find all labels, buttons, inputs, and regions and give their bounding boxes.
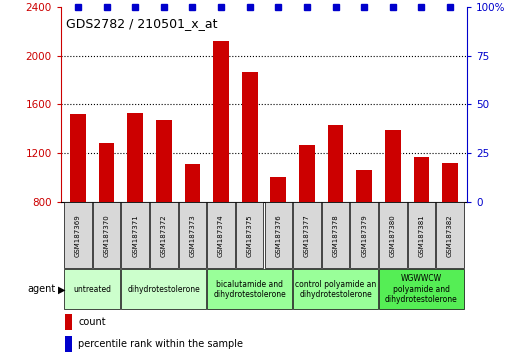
Text: agent: agent	[27, 284, 55, 295]
FancyBboxPatch shape	[64, 202, 92, 268]
Bar	[65, 336, 72, 352]
Text: GSM187372: GSM187372	[161, 214, 167, 257]
FancyBboxPatch shape	[265, 202, 292, 268]
Bar	[213, 41, 229, 299]
Bar	[270, 177, 286, 299]
Bar	[127, 113, 143, 299]
Bar	[242, 72, 258, 299]
Bar	[185, 164, 200, 299]
Text: WGWWCW
polyamide and
dihydrotestolerone: WGWWCW polyamide and dihydrotestolerone	[385, 274, 458, 304]
FancyBboxPatch shape	[236, 202, 263, 268]
Text: untreated: untreated	[73, 285, 111, 294]
Text: GSM187381: GSM187381	[419, 214, 425, 257]
Text: GSM187382: GSM187382	[447, 214, 453, 257]
Bar	[99, 143, 115, 299]
Bar	[413, 157, 429, 299]
FancyBboxPatch shape	[121, 269, 206, 309]
Text: GSM187376: GSM187376	[275, 214, 281, 257]
Text: count: count	[78, 317, 106, 327]
FancyBboxPatch shape	[208, 202, 235, 268]
FancyBboxPatch shape	[379, 202, 407, 268]
Bar	[442, 163, 458, 299]
Text: GSM187371: GSM187371	[132, 214, 138, 257]
Bar	[385, 130, 401, 299]
FancyBboxPatch shape	[121, 202, 149, 268]
Text: GSM187377: GSM187377	[304, 214, 310, 257]
FancyBboxPatch shape	[408, 202, 435, 268]
Text: GSM187373: GSM187373	[190, 214, 195, 257]
Text: control polyamide an
dihydrotestolerone: control polyamide an dihydrotestolerone	[295, 280, 376, 299]
Bar	[328, 125, 343, 299]
Text: GSM187378: GSM187378	[333, 214, 338, 257]
FancyBboxPatch shape	[322, 202, 350, 268]
Text: GSM187380: GSM187380	[390, 214, 396, 257]
Text: percentile rank within the sample: percentile rank within the sample	[78, 339, 243, 349]
Text: dihydrotestolerone: dihydrotestolerone	[127, 285, 200, 294]
Text: GSM187379: GSM187379	[361, 214, 367, 257]
FancyBboxPatch shape	[208, 269, 292, 309]
FancyBboxPatch shape	[93, 202, 120, 268]
FancyBboxPatch shape	[379, 269, 464, 309]
Bar	[156, 120, 172, 299]
FancyBboxPatch shape	[293, 269, 378, 309]
FancyBboxPatch shape	[436, 202, 464, 268]
FancyBboxPatch shape	[351, 202, 378, 268]
FancyBboxPatch shape	[178, 202, 206, 268]
Text: bicalutamide and
dihydrotestolerone: bicalutamide and dihydrotestolerone	[213, 280, 286, 299]
Text: ▶: ▶	[58, 284, 65, 295]
Text: GDS2782 / 210501_x_at: GDS2782 / 210501_x_at	[66, 17, 218, 29]
Text: GSM187375: GSM187375	[247, 214, 253, 257]
Bar	[65, 314, 72, 330]
FancyBboxPatch shape	[150, 202, 177, 268]
Bar	[356, 170, 372, 299]
Text: GSM187370: GSM187370	[103, 214, 109, 257]
Bar	[299, 144, 315, 299]
FancyBboxPatch shape	[64, 269, 120, 309]
Text: GSM187374: GSM187374	[218, 214, 224, 257]
FancyBboxPatch shape	[293, 202, 320, 268]
Bar	[70, 114, 86, 299]
Text: GSM187369: GSM187369	[75, 214, 81, 257]
